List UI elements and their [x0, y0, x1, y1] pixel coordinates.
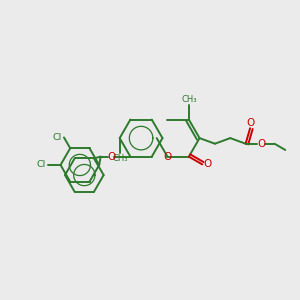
Text: O: O — [257, 139, 265, 149]
Text: Cl: Cl — [53, 133, 62, 142]
Text: Cl: Cl — [37, 160, 46, 169]
Text: CH₃: CH₃ — [112, 154, 128, 163]
Text: O: O — [107, 152, 116, 162]
Text: O: O — [163, 152, 172, 162]
Text: CH₃: CH₃ — [181, 95, 196, 104]
Text: O: O — [246, 118, 254, 128]
Text: O: O — [203, 159, 212, 170]
